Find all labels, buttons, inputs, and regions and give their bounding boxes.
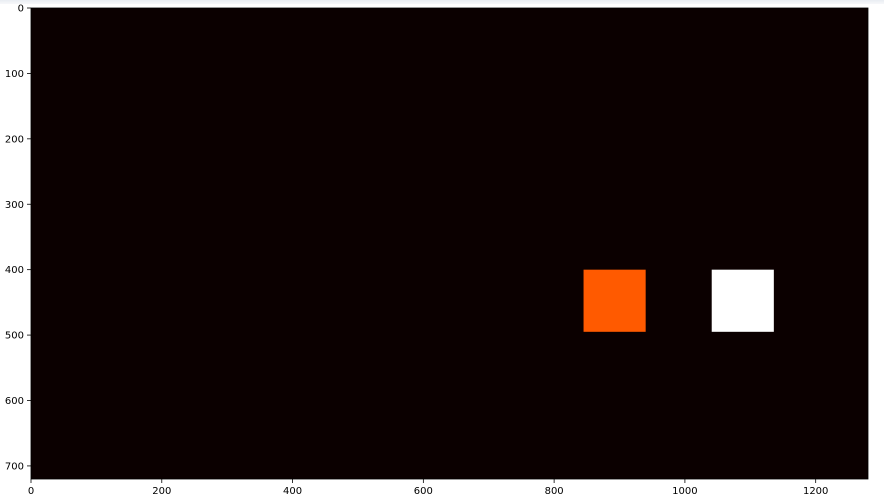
y-tick-label: 200 [5,134,24,145]
x-tick-label: 400 [283,486,302,497]
x-tick-label: 600 [414,486,433,497]
y-tick-label: 400 [5,265,24,276]
y-tick-label: 600 [5,396,24,407]
y-tick-label: 700 [5,461,24,472]
plot-area [30,7,869,480]
x-tick-label: 1000 [672,486,697,497]
y-tick-label: 500 [5,331,24,342]
y-tick-label: 100 [5,69,24,80]
y-tick-label: 0 [18,4,24,15]
y-tick-label: 300 [5,200,24,211]
heatmap-background [31,8,868,479]
heatmap-region-2 [711,269,774,332]
x-axis: 0 200 400 600 800 1000 1200 [28,479,828,497]
heatmap-region-1 [583,269,646,332]
x-tick-label: 200 [152,486,171,497]
plot-frame [30,7,869,480]
y-axis: 0 100 200 300 400 500 600 700 [5,4,31,472]
x-tick-label: 800 [545,486,564,497]
x-tick-label: 0 [28,486,34,497]
x-tick-label: 1200 [803,486,828,497]
top-bar [0,0,884,4]
